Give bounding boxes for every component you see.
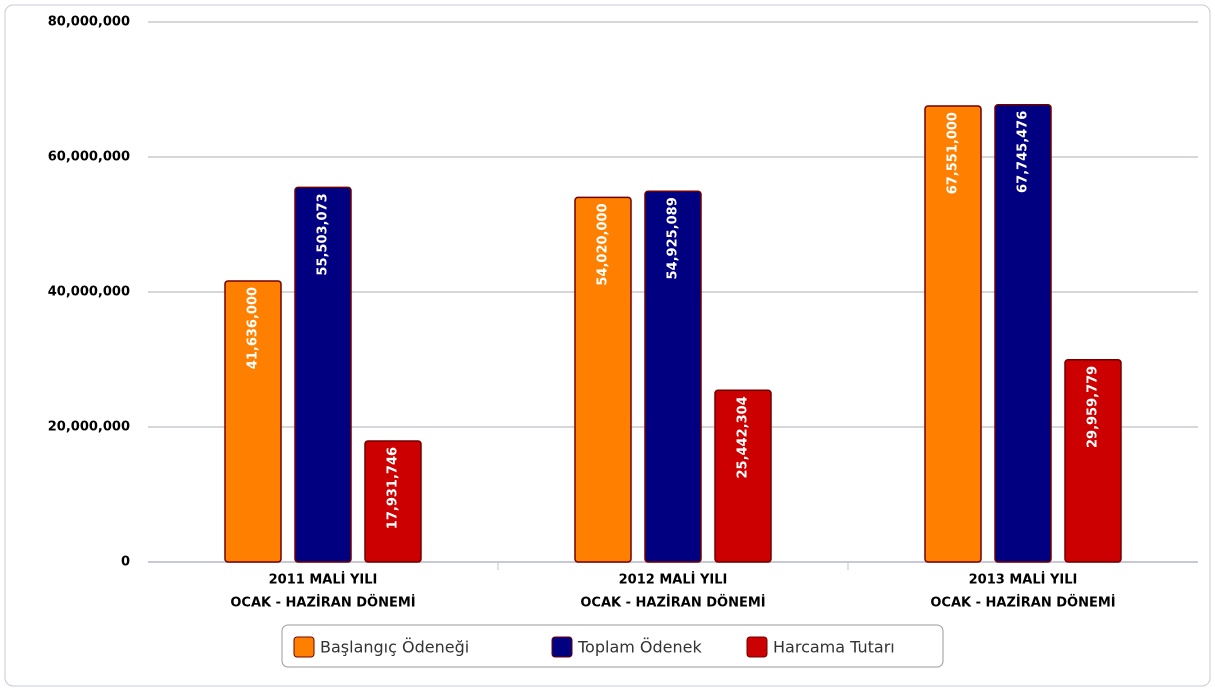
x-tick-label: OCAK - HAZİRAN DÖNEMİ [580,595,765,611]
legend-label: Toplam Ödenek [577,638,703,657]
x-tick-label: 2013 MALİ YILI [969,572,1078,588]
value-label: 41,636,000 [246,287,261,369]
bar [924,105,982,563]
y-tick-label: 60,000,000 [48,150,130,165]
x-tick-label: OCAK - HAZİRAN DÖNEMİ [230,595,415,611]
value-label: 29,959,779 [1086,366,1101,448]
y-tick-label: 0 [121,555,130,570]
bar [1064,359,1122,563]
value-label: 67,551,000 [946,112,961,194]
value-label: 54,925,089 [666,197,681,279]
value-label: 25,442,304 [736,396,751,478]
value-label: 67,745,476 [1016,111,1031,193]
bar [224,280,282,563]
bar [994,103,1052,563]
legend-swatch [551,636,573,658]
legend-swatch [746,636,768,658]
x-tick-label: 2012 MALİ YILI [619,572,728,588]
bar [644,190,702,563]
legend-swatch [293,636,315,658]
x-tick-label: 2011 MALİ YILI [269,572,378,588]
value-label: 55,503,073 [316,193,331,275]
y-tick-label: 80,000,000 [48,15,130,30]
value-label: 54,020,000 [596,203,611,285]
legend-label: Harcama Tutarı [773,638,895,657]
y-tick-label: 40,000,000 [48,285,130,300]
bar [364,440,422,563]
legend-box [281,624,944,668]
bar [574,196,632,563]
legend-label: Başlangıç Ödeneği [320,638,469,657]
value-label: 17,931,746 [386,447,401,529]
bar [714,389,772,563]
x-tick-label: OCAK - HAZİRAN DÖNEMİ [930,595,1115,611]
y-tick-label: 20,000,000 [48,420,130,435]
bar [294,186,352,563]
